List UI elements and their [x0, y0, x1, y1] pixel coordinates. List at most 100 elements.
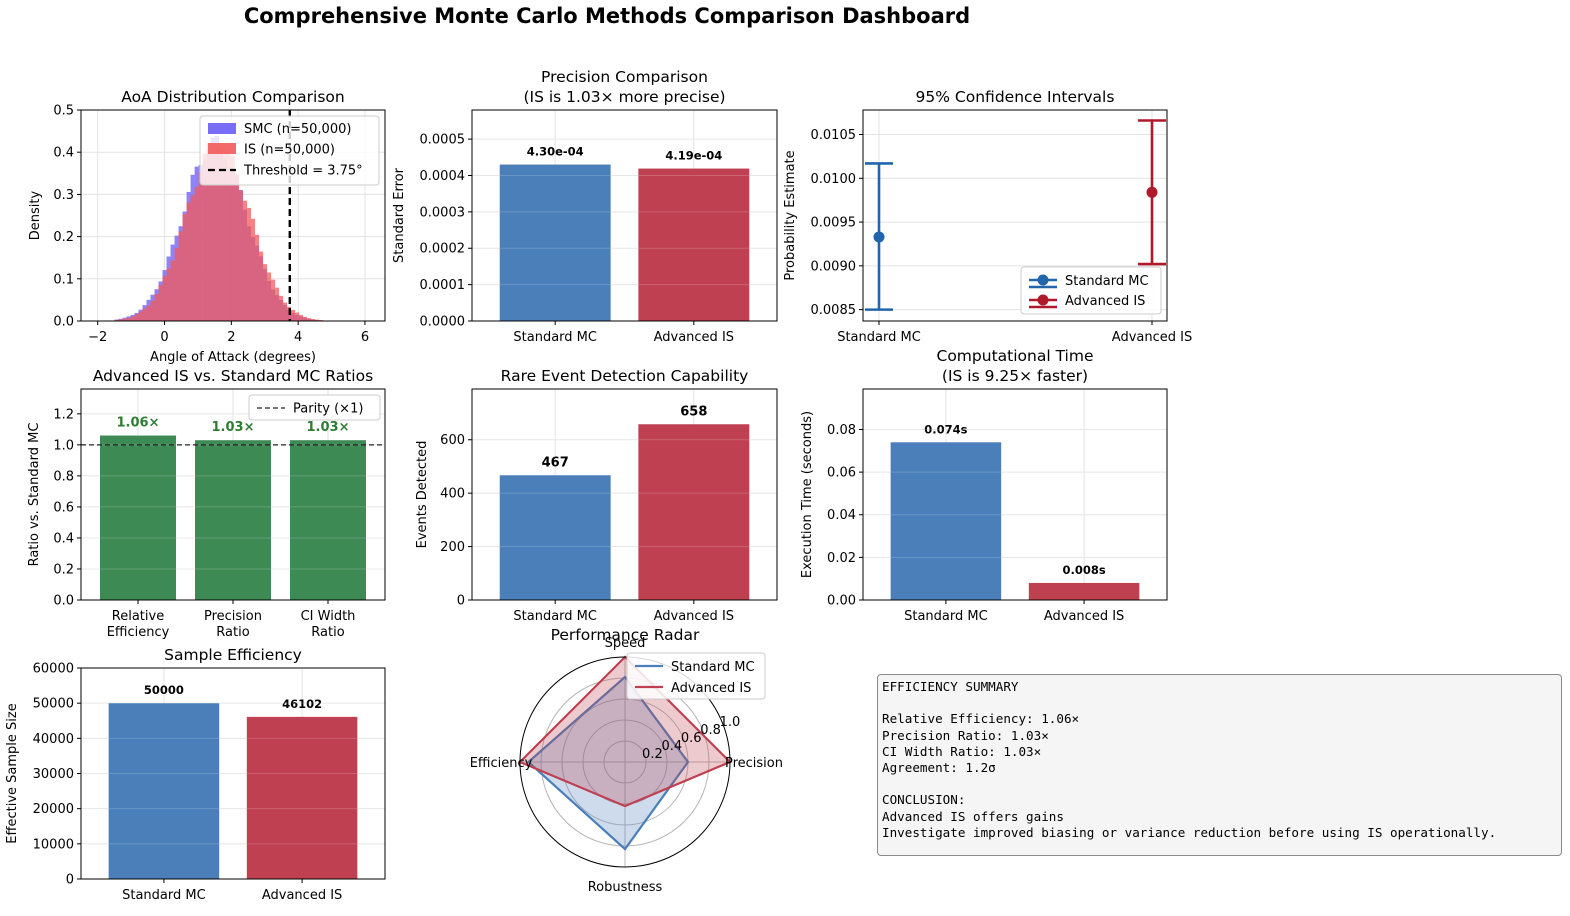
chart-title: Rare Event Detection Capability [501, 367, 749, 385]
histogram-bin [258, 251, 264, 321]
histogram-bin [254, 234, 260, 321]
histogram-bin [174, 248, 179, 321]
summary-line: Advanced IS offers gains [882, 808, 1064, 824]
chart-title: Performance Radar [551, 626, 700, 644]
histogram-bin [146, 305, 151, 321]
chart-subtitle: (IS is 1.03× more precise) [523, 88, 725, 106]
bar-value-label: 46102 [282, 697, 322, 711]
x-tick-label: Standard MC [513, 330, 597, 345]
histogram-bin [310, 319, 316, 321]
y-tick-label: 0.0 [53, 315, 74, 330]
plot-frame [471, 109, 778, 322]
histogram-bin [246, 207, 252, 321]
estimate-point [1146, 186, 1158, 198]
y-tick-label: 0.00 [827, 594, 856, 609]
y-tick-label: 1.0 [53, 438, 74, 453]
summary-line: Precision Ratio: 1.03× [882, 727, 1049, 743]
histogram-bin [134, 314, 139, 321]
radar-series-1 [518, 655, 732, 808]
summary-line [882, 776, 1557, 792]
radar-tick-label: 0.2 [642, 747, 663, 762]
histogram-bin [194, 186, 199, 321]
histogram-bin [314, 319, 320, 321]
histogram-bin [154, 294, 159, 321]
histogram-bin [158, 285, 163, 321]
y-axis-label: Execution Time (seconds) [800, 411, 815, 578]
summary-line: Investigate improved biasing or variance… [882, 824, 1497, 840]
bar [108, 703, 220, 879]
bar [638, 168, 750, 321]
radar-tick-label: 0.4 [661, 739, 682, 754]
bar [100, 435, 176, 600]
radar-axis-label: Speed [605, 636, 646, 651]
bar [1028, 582, 1140, 600]
y-tick-label: 0.02 [827, 551, 856, 566]
bar-value-label: 467 [542, 455, 569, 470]
y-axis-label: Effective Sample Size [5, 703, 20, 843]
y-tick-label: 40000 [33, 732, 74, 747]
legend-marker [1037, 274, 1049, 286]
legend-swatch [208, 143, 236, 154]
histogram-bin [138, 311, 143, 321]
y-tick-label: 0.0085 [811, 303, 857, 318]
legend-box [248, 394, 381, 421]
y-tick-label: 20000 [33, 802, 74, 817]
x-tick-label: 0 [160, 330, 168, 345]
histogram-bin [198, 171, 203, 321]
y-tick-label: 0.06 [827, 466, 856, 481]
bar [499, 164, 611, 321]
histogram-bin [150, 300, 155, 321]
y-tick-label: 0.0000 [420, 315, 466, 330]
histogram-bin [262, 264, 268, 321]
y-tick-label: 0.0100 [811, 172, 857, 187]
histogram-bin [114, 319, 119, 321]
histogram-bin [190, 195, 195, 321]
x-tick-label: Relative [112, 609, 164, 624]
x-tick-label: Advanced IS [654, 330, 734, 345]
y-tick-label: 0.0003 [420, 205, 466, 220]
x-tick-label: CI Width [301, 609, 356, 624]
y-tick-label: 0.4 [53, 146, 74, 161]
y-tick-label: 0 [66, 873, 74, 888]
legend-label: Parity (×1) [293, 402, 363, 417]
histogram-bin [126, 317, 131, 321]
y-tick-label: 0.2 [53, 230, 74, 245]
y-tick-label: 0.0004 [420, 169, 466, 184]
plot-frame [80, 388, 386, 601]
radar-tick-label: 0.8 [700, 723, 721, 738]
summary-line: CI Width Ratio: 1.03× [882, 743, 1042, 759]
bar-value-label: 0.008s [1062, 563, 1105, 577]
histogram-bin [234, 173, 239, 321]
plot-frame [471, 388, 778, 601]
summary-line [882, 695, 1557, 711]
bar-value-label: 1.03× [307, 420, 350, 435]
histogram-bin [250, 218, 256, 321]
y-tick-label: 0 [457, 594, 465, 609]
chart-title: Sample Efficiency [164, 646, 302, 664]
x-tick-label: 2 [227, 330, 235, 345]
radar-series-0 [526, 675, 690, 851]
x-axis-label: Angle of Attack (degrees) [150, 350, 316, 365]
x-tick-label: Standard MC [904, 609, 988, 624]
y-tick-label: 0.8 [53, 469, 74, 484]
histogram-bin [122, 318, 127, 321]
y-tick-label: 0.2 [53, 562, 74, 577]
y-axis-label: Probability Estimate [783, 150, 798, 280]
bar [890, 442, 1002, 600]
bar-value-label: 4.19e-04 [665, 149, 722, 163]
estimate-point [873, 231, 885, 243]
bar-value-label: 50000 [144, 683, 184, 697]
histogram-bin [178, 231, 183, 321]
histogram-bin [282, 302, 288, 321]
y-tick-label: 30000 [33, 767, 74, 782]
chart-title: Computational Time [937, 347, 1094, 365]
bar [195, 440, 271, 600]
x-tick-label: Ratio [216, 625, 249, 640]
legend-label: Advanced IS [671, 681, 751, 696]
x-tick-label: −2 [88, 330, 107, 345]
